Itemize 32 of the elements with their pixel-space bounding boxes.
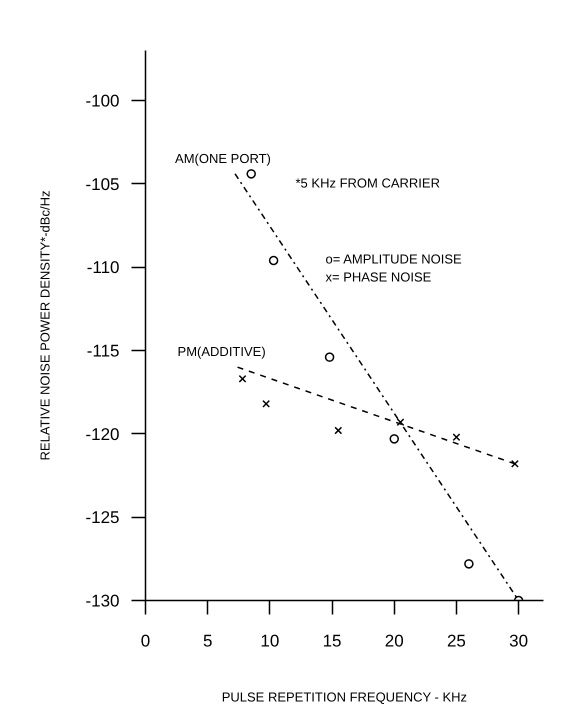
series-label: AM(ONE PORT) — [175, 150, 271, 166]
y-tick-label: -110 — [86, 258, 120, 278]
point — [268, 256, 278, 266]
point — [396, 418, 404, 426]
y-tick-label: -115 — [86, 342, 120, 360]
point — [334, 426, 342, 434]
x-tick-label: 0 — [140, 632, 150, 650]
x-tick-label: 5 — [202, 632, 212, 650]
y-tick-label: -125 — [85, 508, 120, 528]
point — [464, 559, 474, 569]
point — [246, 169, 256, 179]
y-tick-label: -120 — [85, 424, 120, 444]
point — [452, 433, 460, 442]
point — [262, 400, 270, 408]
x-tick-label: 25 — [446, 632, 466, 650]
point — [390, 434, 399, 444]
point — [510, 460, 519, 468]
y-axis-title: RELATIVE NOISE POWER DENSITY*-dBc/Hz — [37, 190, 52, 460]
point — [324, 352, 334, 362]
annotation: *5 KHz FROM CARRIER — [296, 176, 440, 190]
annotation: o= AMPLITUDE NOISE — [326, 252, 462, 266]
y-tick-label: -130 — [85, 592, 120, 610]
x-tick-label: 30 — [509, 632, 528, 650]
series-label: PM(ADDITIVE) — [178, 344, 266, 360]
annotation: x= PHASE NOISE — [326, 270, 432, 284]
x-axis-title: PULSE REPETITION FREQUENCY - KHz — [222, 690, 468, 704]
y-tick-label: -105 — [85, 174, 120, 194]
point — [238, 374, 246, 383]
x-tick-label: 15 — [322, 632, 342, 650]
x-tick-label: 10 — [260, 632, 280, 650]
x-tick-label: 20 — [384, 632, 404, 650]
y-tick-label: -100 — [85, 92, 120, 110]
